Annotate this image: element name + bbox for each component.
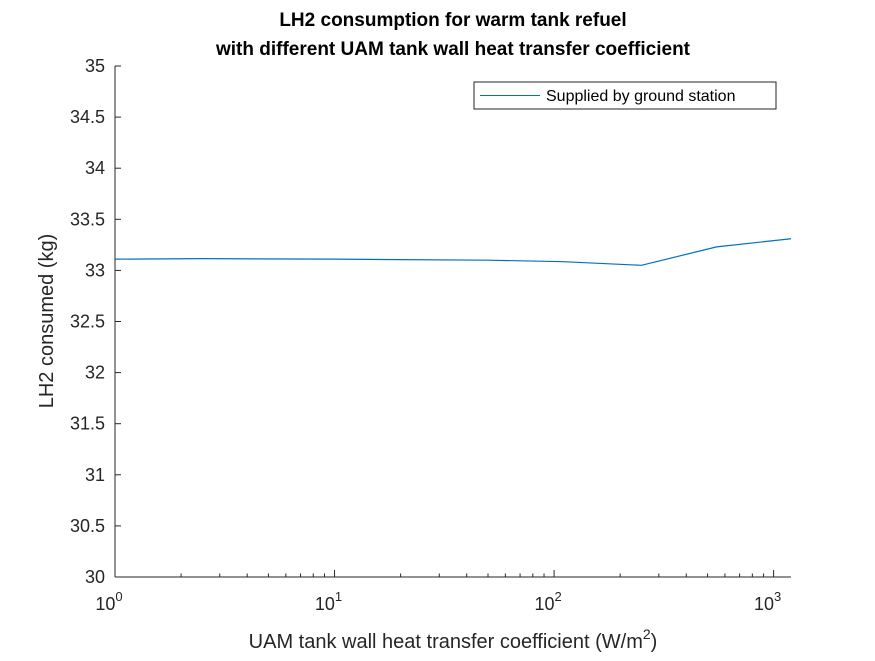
x-tick-label-1: 101 <box>315 589 342 614</box>
y-tick-label-0: 30 <box>85 567 105 587</box>
y-tick-label-6: 33 <box>85 260 105 280</box>
x-axis-label-close: ) <box>651 631 658 653</box>
y-tick-label-1: 30.5 <box>70 516 105 536</box>
legend-box <box>473 81 777 110</box>
y-tick-label-2: 31 <box>85 465 105 485</box>
x-tick-label-3: 103 <box>754 589 781 614</box>
x-axis-label: UAM tank wall heat transfer coefficient … <box>249 626 658 653</box>
legend: Supplied by ground station <box>473 81 777 110</box>
chart-title-line-2: with different UAM tank wall heat transf… <box>215 39 691 60</box>
legend-label: Supplied by ground station <box>546 88 735 105</box>
y-axis-label: LH2 consumed (kg) <box>36 234 58 409</box>
x-axis-label-main: UAM tank wall heat transfer coefficient … <box>249 631 643 653</box>
x-tick-label-2: 102 <box>534 589 561 614</box>
x-axis-label-superscript: 2 <box>643 626 651 642</box>
y-tick-label-9: 34.5 <box>70 107 105 127</box>
y-tick-label-4: 32 <box>85 363 105 383</box>
y-tick-label-10: 35 <box>85 56 105 76</box>
chart-title-line-1: LH2 consumption for warm tank refuel <box>279 10 626 31</box>
y-tick-label-7: 33.5 <box>70 209 105 229</box>
series-line-0 <box>114 238 792 266</box>
plot-area: 30 30.5 31 31.5 32 32.5 33 33.5 34 34.5 35 100 101 10… <box>70 56 792 614</box>
y-tick-label-5: 32.5 <box>70 312 105 332</box>
y-tick-label-3: 31.5 <box>70 414 105 434</box>
x-tick-label-0: 100 <box>95 589 122 614</box>
y-tick-label-8: 34 <box>85 158 105 178</box>
